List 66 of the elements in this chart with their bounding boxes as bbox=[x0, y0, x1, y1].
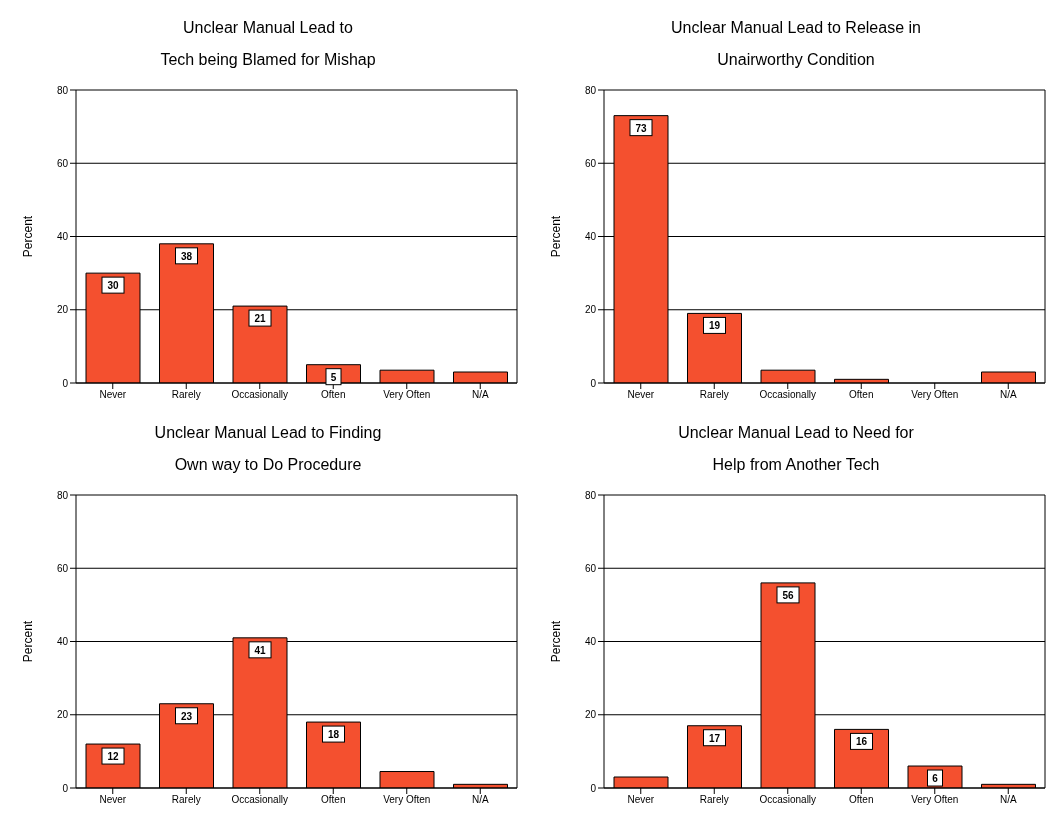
y-tick-label: 20 bbox=[56, 304, 69, 316]
y-tick-label: 60 bbox=[584, 562, 597, 574]
y-tick-label: 60 bbox=[56, 157, 69, 169]
chart-title: Unclear Manual Lead to Release in Unairworthy Condition bbox=[670, 18, 922, 70]
data-label: 19 bbox=[708, 320, 721, 332]
data-label: 5 bbox=[330, 371, 337, 383]
x-tick-label: Often bbox=[849, 389, 874, 401]
chart-title: Unclear Manual Lead to Tech being Blamed for Mishap bbox=[159, 18, 377, 70]
x-tick-label: Often bbox=[849, 794, 874, 806]
x-tick-label: Very Often bbox=[911, 389, 959, 401]
x-tick-label: Rarely bbox=[699, 794, 729, 806]
y-tick-label: 0 bbox=[62, 377, 69, 389]
data-label: 30 bbox=[107, 280, 119, 292]
x-tick-label: Often bbox=[321, 389, 346, 401]
data-label: 73 bbox=[635, 122, 647, 134]
data-label: 6 bbox=[932, 773, 939, 785]
y-tick-label: 40 bbox=[56, 636, 69, 648]
x-tick-label: Never bbox=[627, 794, 655, 806]
y-tick-label: 80 bbox=[584, 489, 597, 501]
x-tick-label: Rarely bbox=[171, 794, 201, 806]
y-tick-label: 0 bbox=[590, 377, 597, 389]
y-tick-label: 60 bbox=[584, 157, 597, 169]
y-tick-label: 80 bbox=[56, 84, 69, 96]
data-label: 16 bbox=[855, 736, 868, 748]
x-tick-label: N/A bbox=[999, 794, 1017, 806]
x-tick-label: Occasionally bbox=[231, 389, 289, 401]
y-axis-title: Percent bbox=[549, 215, 564, 258]
y-tick-label: 40 bbox=[584, 636, 597, 648]
y-tick-label: 40 bbox=[584, 231, 597, 243]
chart-title: Unclear Manual Lead to Need for Help from Another Tech bbox=[677, 423, 915, 475]
y-tick-label: 20 bbox=[56, 709, 69, 721]
data-label: 21 bbox=[254, 313, 266, 325]
data-label: 17 bbox=[708, 732, 721, 744]
y-tick-label: 80 bbox=[584, 84, 597, 96]
x-tick-label: Rarely bbox=[699, 389, 729, 401]
x-tick-label: Occasionally bbox=[231, 794, 289, 806]
chart-title: Unclear Manual Lead to Finding Own way to Do Procedure bbox=[153, 423, 383, 475]
x-tick-label: Very Often bbox=[383, 389, 431, 401]
x-tick-label: N/A bbox=[471, 794, 489, 806]
x-tick-label: Very Often bbox=[911, 794, 959, 806]
x-tick-label: Never bbox=[627, 389, 655, 401]
x-tick-label: Rarely bbox=[171, 389, 201, 401]
y-axis-title: Percent bbox=[549, 620, 564, 663]
x-tick-label: Never bbox=[99, 794, 127, 806]
x-tick-label: Often bbox=[321, 794, 346, 806]
y-tick-label: 20 bbox=[584, 304, 597, 316]
data-label: 23 bbox=[180, 710, 193, 722]
x-tick-label: N/A bbox=[471, 389, 489, 401]
data-label: 38 bbox=[180, 250, 193, 262]
y-tick-label: 60 bbox=[56, 562, 69, 574]
data-label: 56 bbox=[782, 589, 794, 601]
x-tick-label: Occasionally bbox=[759, 794, 817, 806]
x-tick-label: Never bbox=[99, 389, 127, 401]
y-axis-title: Percent bbox=[21, 620, 36, 663]
x-tick-label: Occasionally bbox=[759, 389, 817, 401]
y-tick-label: 40 bbox=[56, 231, 69, 243]
data-label: 41 bbox=[254, 644, 266, 656]
y-axis-title: Percent bbox=[21, 215, 36, 258]
y-tick-label: 20 bbox=[584, 709, 597, 721]
x-tick-label: Very Often bbox=[383, 794, 431, 806]
y-tick-label: 80 bbox=[56, 489, 69, 501]
y-tick-label: 0 bbox=[590, 782, 597, 794]
y-tick-label: 0 bbox=[62, 782, 69, 794]
data-label: 12 bbox=[107, 751, 119, 763]
x-tick-label: N/A bbox=[999, 389, 1017, 401]
data-label: 18 bbox=[327, 729, 340, 741]
